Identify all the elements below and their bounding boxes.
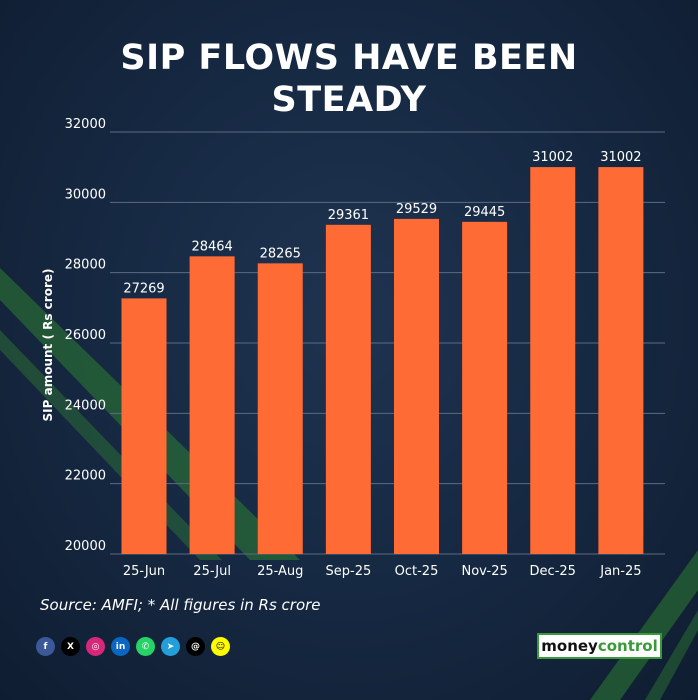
x-tick-label: Sep-25 [326, 564, 372, 579]
bar-chart: 20000 22000 24000 26000 28000 30000 32000 2726… [41, 117, 665, 579]
source-note: Source: AMFI; * All figures in Rs crore [40, 596, 321, 614]
x-tick-label: 25-Jun [123, 564, 165, 579]
threads-icon[interactable]: @ [186, 637, 205, 656]
x-tick-label: Oct-25 [395, 564, 439, 579]
bar [598, 167, 644, 555]
brand-text-part2: control [597, 637, 658, 655]
facebook-icon[interactable]: f [36, 637, 55, 656]
y-axis-label: SIP amount ( Rs crore) [41, 269, 55, 422]
brand-text-part1: money [541, 637, 598, 655]
y-tick-label: 26000 [65, 328, 106, 343]
linkedin-icon[interactable]: in [111, 637, 130, 656]
y-tick-label: 32000 [65, 117, 106, 132]
bar-value-label: 28464 [191, 239, 232, 254]
x-tick-label: Jan-25 [599, 564, 641, 579]
bar-value-label: 29529 [396, 202, 437, 217]
x-tick-label: Dec-25 [530, 564, 576, 579]
whatsapp-icon[interactable]: ✆ [136, 637, 155, 656]
social-icons: f X ◎ in ✆ ➤ @ ☺ [36, 637, 230, 656]
y-tick-label: 22000 [65, 469, 106, 484]
telegram-icon[interactable]: ➤ [161, 637, 180, 656]
bar [257, 263, 303, 554]
bar [121, 298, 167, 554]
bar [325, 224, 371, 554]
snapchat-icon[interactable]: ☺ [211, 637, 230, 656]
bar-value-label: 28265 [260, 246, 301, 261]
x-tick-label: 25-Jul [193, 564, 231, 579]
y-axis-ticks: 20000 22000 24000 26000 28000 30000 32000 [65, 117, 106, 554]
chart-title-line-1: SIP FLOWS HAVE BEEN [120, 38, 578, 78]
y-tick-label: 28000 [65, 258, 106, 273]
bar-value-label: 29361 [328, 208, 369, 223]
bar [394, 218, 439, 554]
bar-value-label: 31002 [600, 150, 641, 165]
bar [530, 167, 576, 555]
instagram-icon[interactable]: ◎ [86, 637, 105, 656]
y-tick-label: 20000 [65, 539, 106, 554]
x-axis-ticks: 25-Jun 25-Jul 25-Aug Sep-25 Oct-25 Nov-25 Dec-… [123, 564, 642, 579]
bars: 27269 28464 28265 29361 29529 29445 31002 31002 [121, 150, 644, 555]
chart-title-line-2: STEADY [271, 80, 427, 120]
x-tick-label: 25-Aug [257, 564, 303, 579]
moneycontrol-logo[interactable]: money control [537, 633, 662, 659]
x-tick-label: Nov-25 [461, 564, 507, 579]
bar-value-label: 31002 [532, 150, 573, 165]
bar [462, 221, 508, 554]
bar-value-label: 29445 [464, 205, 505, 220]
bar [189, 256, 235, 554]
y-tick-label: 24000 [65, 398, 106, 413]
bar-value-label: 27269 [123, 281, 164, 296]
x-icon[interactable]: X [61, 637, 80, 656]
y-tick-label: 30000 [65, 187, 106, 202]
